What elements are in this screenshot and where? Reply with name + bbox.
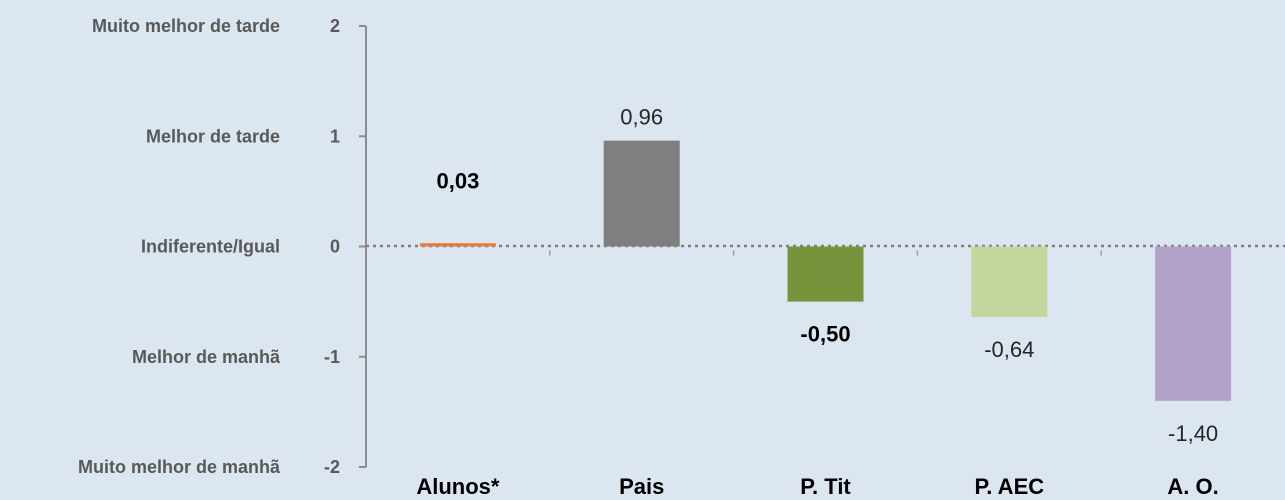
y-tick-label: 0 (330, 237, 340, 257)
y-tick-label: -2 (324, 457, 340, 477)
data-label: -0,50 (800, 322, 850, 347)
x-category-label: P. AEC (974, 474, 1044, 499)
x-category-label: Alunos* (416, 474, 500, 499)
y-tick-label: 1 (330, 126, 340, 146)
x-category-label: P. Tit (800, 474, 851, 499)
bar (788, 247, 864, 302)
y-tick-label: 2 (330, 16, 340, 36)
data-label: 0,03 (436, 169, 479, 194)
data-label: 0,96 (620, 105, 663, 130)
y-level-label: Melhor de manhã (132, 347, 281, 367)
bar (1155, 247, 1231, 401)
category-labels: Alunos* Pais P. Tit P. AEC A. O. (416, 474, 1218, 499)
bars (420, 141, 1231, 401)
x-category-label: Pais (619, 474, 664, 499)
y-level-label: Indiferente/Igual (141, 237, 280, 257)
y-level-label: Muito melhor de tarde (92, 16, 280, 36)
data-label: -0,64 (984, 337, 1034, 362)
x-category-label: A. O. (1167, 474, 1218, 499)
data-label: -1,40 (1168, 421, 1218, 446)
bar (604, 141, 680, 247)
bar (420, 243, 496, 246)
bar (971, 247, 1047, 318)
y-level-label: Muito melhor de manhã (78, 457, 281, 477)
y-tick-label: -1 (324, 347, 340, 367)
y-axis-level-labels: Muito melhor de tarde Melhor de tarde Indi… (78, 16, 281, 477)
y-level-label: Melhor de tarde (146, 126, 280, 146)
